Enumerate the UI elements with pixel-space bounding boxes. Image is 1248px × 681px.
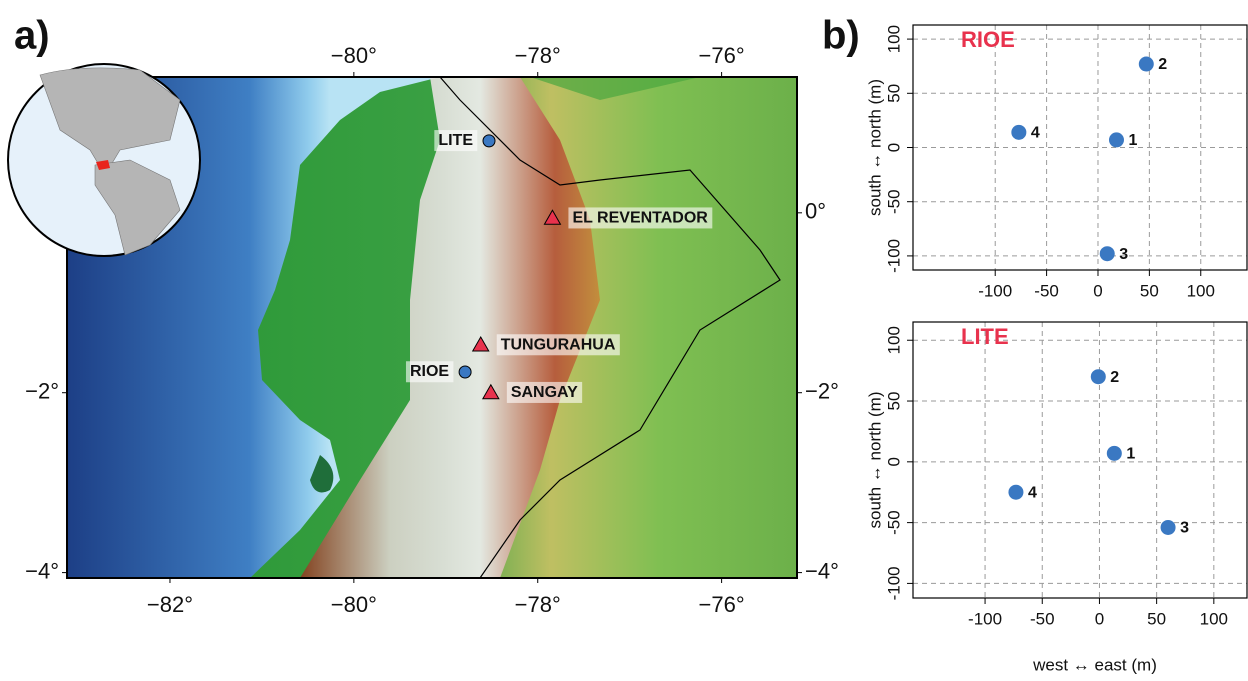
x-tick-label: 0: [1095, 609, 1104, 628]
site-label: LITE: [438, 132, 473, 149]
point: [1109, 132, 1124, 147]
y-tick-label: 50: [884, 392, 903, 411]
point: [1008, 485, 1023, 500]
point-label: 3: [1180, 520, 1189, 537]
y-tick-label: -100: [884, 566, 903, 600]
y-tick-label: 100: [884, 25, 903, 53]
x-tick-label: 50: [1147, 609, 1166, 628]
panel-title: RIOE: [961, 27, 1015, 52]
point: [1011, 125, 1026, 140]
point: [1139, 57, 1154, 72]
point: [1107, 446, 1122, 461]
lat-tick-label: −2°: [805, 379, 839, 404]
y-tick-label: 100: [884, 326, 903, 354]
y-tick-label: 0: [884, 457, 903, 466]
station: [483, 135, 495, 147]
y-axis-label: south ↔ north (m): [865, 79, 884, 216]
panel-label: b): [822, 14, 860, 58]
y-tick-label: -50: [884, 189, 903, 214]
lon-tick-label: −76°: [699, 592, 745, 617]
lon-tick-label: −76°: [699, 43, 745, 68]
site-label: SANGAY: [511, 384, 578, 401]
site-label: RIOE: [410, 363, 449, 380]
site-label: EL REVENTADOR: [572, 209, 708, 226]
x-tick-label: -50: [1034, 281, 1059, 300]
x-tick-label: -50: [1030, 609, 1055, 628]
point-label: 1: [1126, 446, 1135, 463]
lon-tick-label: −80°: [331, 43, 377, 68]
y-tick-label: 50: [884, 84, 903, 103]
point: [1091, 369, 1106, 384]
lon-tick-label: −78°: [515, 592, 561, 617]
y-axis-label: south ↔ north (m): [865, 392, 884, 529]
point-label: 1: [1128, 132, 1137, 149]
panel-title: LITE: [961, 324, 1009, 349]
x-tick-label: 100: [1187, 281, 1215, 300]
figure: a) b) −80° −78° −76° −82° −80° −78° −76° −2° −4°…: [0, 0, 1248, 681]
point-label: 4: [1031, 125, 1040, 142]
point-label: 3: [1119, 246, 1128, 263]
point: [1161, 520, 1176, 535]
lat-tick-label: 0°: [805, 199, 826, 224]
x-tick-label: 0: [1093, 281, 1102, 300]
y-tick-label: -100: [884, 239, 903, 273]
y-tick-label: 0: [884, 143, 903, 152]
lon-tick-label: −82°: [147, 592, 193, 617]
lat-tick-label: −4°: [805, 558, 839, 583]
x-tick-label: 50: [1140, 281, 1159, 300]
globe-inset: [8, 64, 200, 256]
lon-tick-label: −78°: [515, 43, 561, 68]
panel-label: a): [14, 14, 50, 58]
lon-tick-label: −80°: [331, 592, 377, 617]
x-axis-label: west ↔ east (m): [1032, 655, 1157, 674]
point-label: 2: [1110, 369, 1119, 386]
point-label: 4: [1028, 484, 1037, 501]
y-tick-label: -50: [884, 510, 903, 535]
x-tick-label: -100: [978, 281, 1012, 300]
lat-tick-label: −2°: [25, 379, 59, 404]
point-label: 2: [1158, 56, 1167, 73]
station: [459, 366, 471, 378]
x-tick-label: 100: [1200, 609, 1228, 628]
point: [1100, 246, 1115, 261]
x-tick-label: -100: [968, 609, 1002, 628]
site-label: TUNGURAHUA: [501, 336, 616, 353]
plot-frame: [913, 322, 1247, 598]
lat-tick-label: −4°: [25, 558, 59, 583]
